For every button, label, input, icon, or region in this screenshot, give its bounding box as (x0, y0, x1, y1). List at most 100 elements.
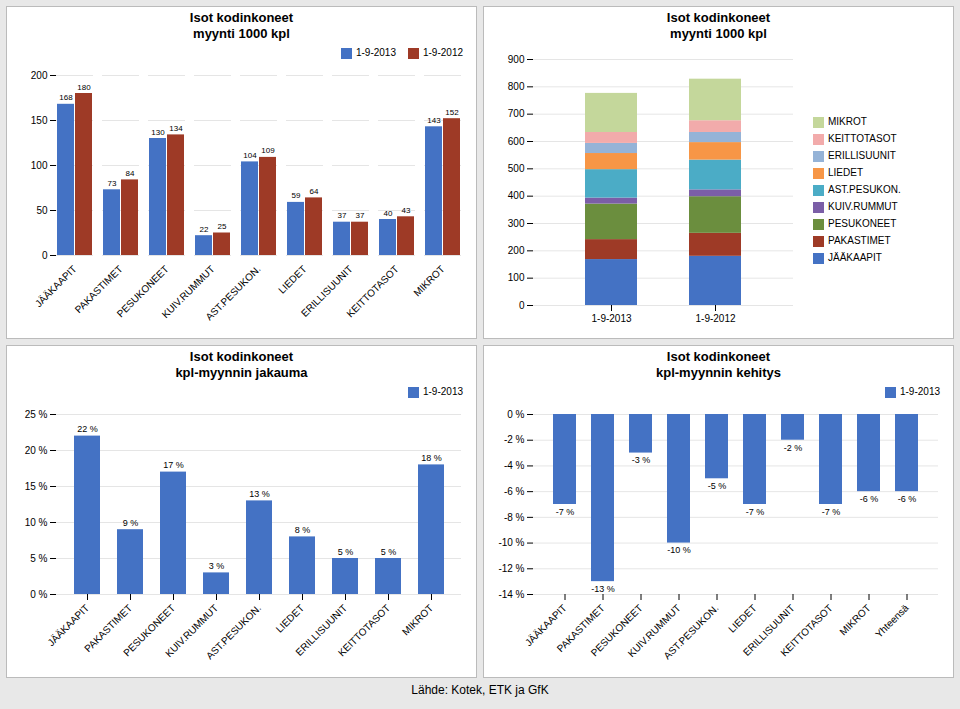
svg-text:25: 25 (218, 222, 227, 231)
svg-text:-10 %: -10 % (498, 537, 524, 548)
svg-text:5 %: 5 % (338, 547, 354, 557)
svg-text:400: 400 (508, 190, 525, 201)
svg-text:KEITTOTASOT: KEITTOTASOT (778, 602, 834, 658)
svg-text:200: 200 (508, 245, 525, 256)
svg-text:-5 %: -5 % (708, 481, 727, 491)
svg-text:-8 %: -8 % (504, 512, 525, 523)
svg-text:0 %: 0 % (507, 409, 524, 420)
svg-text:MIKROT: MIKROT (400, 602, 435, 637)
svg-text:20 %: 20 % (25, 445, 48, 456)
svg-text:104: 104 (243, 151, 257, 160)
svg-text:25 %: 25 % (25, 409, 48, 420)
svg-text:5 %: 5 % (30, 553, 47, 564)
svg-text:800: 800 (508, 81, 525, 92)
svg-text:5 %: 5 % (381, 547, 397, 557)
svg-text:-6 %: -6 % (898, 494, 917, 504)
svg-text:3 %: 3 % (209, 561, 225, 571)
svg-text:8 %: 8 % (295, 525, 311, 535)
svg-text:PESUKONEET: PESUKONEET (588, 602, 645, 659)
svg-text:KEITTOTASOT: KEITTOTASOT (336, 602, 392, 658)
svg-text:MIKROT: MIKROT (837, 602, 872, 637)
svg-text:-10 %: -10 % (667, 545, 691, 555)
svg-text:50: 50 (36, 205, 48, 216)
svg-text:-3 %: -3 % (632, 455, 651, 465)
svg-text:AST.PESUKON.: AST.PESUKON. (204, 602, 263, 661)
svg-text:KUIV.RUMMUT: KUIV.RUMMUT (625, 602, 683, 660)
svg-text:200: 200 (31, 70, 48, 81)
svg-text:-4 %: -4 % (504, 460, 525, 471)
svg-text:PAKASTIMET: PAKASTIMET (73, 263, 125, 315)
svg-text:600: 600 (508, 136, 525, 147)
svg-text:100: 100 (31, 160, 48, 171)
svg-text:13 %: 13 % (249, 489, 270, 499)
svg-text:-6 %: -6 % (860, 494, 879, 504)
svg-text:84: 84 (126, 169, 135, 178)
html-text:Isot kodinkoneet myynti 1000 k: Isot kodinkoneet myynti 1000 kpl (189, 10, 294, 41)
svg-text:-6 %: -6 % (504, 486, 525, 497)
svg-text:JÄÄKAAPIT: JÄÄKAAPIT (45, 602, 91, 648)
svg-text:64: 64 (310, 187, 319, 196)
svg-text:1-9-2013: 1-9-2013 (591, 313, 631, 324)
svg-text:AST.PESUKON.: AST.PESUKON. (661, 602, 720, 661)
svg-text:KEITTOTASOT: KEITTOTASOT (344, 263, 400, 319)
svg-text:ERILLISUUNIT: ERILLISUUNIT (293, 602, 350, 658)
svg-text:700: 700 (508, 108, 525, 119)
svg-text:-13 %: -13 % (591, 584, 615, 594)
svg-text:43: 43 (402, 206, 411, 215)
svg-text:PESUKONEET: PESUKONEET (114, 263, 171, 320)
svg-text:-2 %: -2 % (784, 443, 803, 453)
svg-text:1-9-2012: 1-9-2012 (695, 313, 735, 324)
svg-text:22: 22 (200, 225, 209, 234)
svg-text:-7 %: -7 % (556, 507, 575, 517)
svg-text:-12 %: -12 % (498, 563, 524, 574)
html-text:Isot kodinkoneet kpl-myynnin j: Isot kodinkoneet kpl-myynnin jakauma (175, 349, 308, 380)
svg-text:100: 100 (508, 272, 525, 283)
svg-text:-7 %: -7 % (746, 507, 765, 517)
svg-text:37: 37 (338, 211, 347, 220)
svg-text:168: 168 (59, 93, 73, 102)
svg-text:109: 109 (261, 146, 275, 155)
svg-text:900: 900 (508, 54, 525, 65)
svg-text:130: 130 (151, 128, 165, 137)
svg-text:KUIV.RUMMUT: KUIV.RUMMUT (163, 602, 221, 660)
svg-text:22 %: 22 % (77, 424, 98, 434)
svg-text:500: 500 (508, 163, 525, 174)
svg-text:PAKASTIMET: PAKASTIMET (82, 602, 135, 655)
svg-text:0: 0 (42, 250, 48, 261)
svg-text:ERILLISUUNIT: ERILLISUUNIT (299, 263, 355, 319)
svg-text:134: 134 (169, 124, 183, 133)
svg-text:59: 59 (292, 191, 301, 200)
svg-text:143: 143 (427, 116, 441, 125)
svg-text:JÄÄKAAPIT: JÄÄKAAPIT (33, 263, 79, 309)
svg-text:15 %: 15 % (25, 481, 48, 492)
svg-text:-2 %: -2 % (504, 434, 525, 445)
svg-text:AST.PESUKON.: AST.PESUKON. (203, 263, 262, 322)
svg-text:300: 300 (508, 218, 525, 229)
svg-text:37: 37 (356, 211, 365, 220)
svg-text:MIKROT: MIKROT (411, 263, 446, 298)
svg-text:180: 180 (77, 83, 91, 92)
svg-text:-7 %: -7 % (822, 507, 841, 517)
svg-text:PESUKONEET: PESUKONEET (121, 602, 178, 659)
svg-text:LIEDET: LIEDET (276, 263, 309, 296)
svg-text:0 %: 0 % (30, 589, 47, 600)
svg-text:40: 40 (384, 209, 393, 218)
svg-text:0: 0 (519, 300, 525, 311)
svg-text:9 %: 9 % (123, 518, 139, 528)
svg-text:LIEDET: LIEDET (274, 602, 307, 635)
html-text:Isot kodinkoneet myynti 1000 k: Isot kodinkoneet myynti 1000 kpl (666, 10, 771, 41)
svg-text:152: 152 (445, 108, 459, 117)
svg-text:10 %: 10 % (25, 517, 48, 528)
svg-text:-14 %: -14 % (498, 589, 524, 600)
svg-text:PAKASTIMET: PAKASTIMET (554, 602, 607, 655)
svg-text:73: 73 (108, 179, 117, 188)
svg-text:LIEDET: LIEDET (726, 602, 759, 635)
svg-text:17 %: 17 % (163, 460, 184, 470)
svg-text:KUIV.RUMMUT: KUIV.RUMMUT (159, 263, 217, 321)
html-text:Isot kodinkoneet kpl-myynnin k: Isot kodinkoneet kpl-myynnin kehitys (656, 349, 781, 380)
svg-text:ERILLISUUNIT: ERILLISUUNIT (741, 602, 797, 658)
svg-text:18 %: 18 % (421, 453, 442, 463)
svg-text:JÄÄKAAPIT: JÄÄKAAPIT (522, 602, 569, 649)
svg-text:150: 150 (31, 115, 48, 126)
svg-text:Yhteensä: Yhteensä (873, 602, 911, 640)
